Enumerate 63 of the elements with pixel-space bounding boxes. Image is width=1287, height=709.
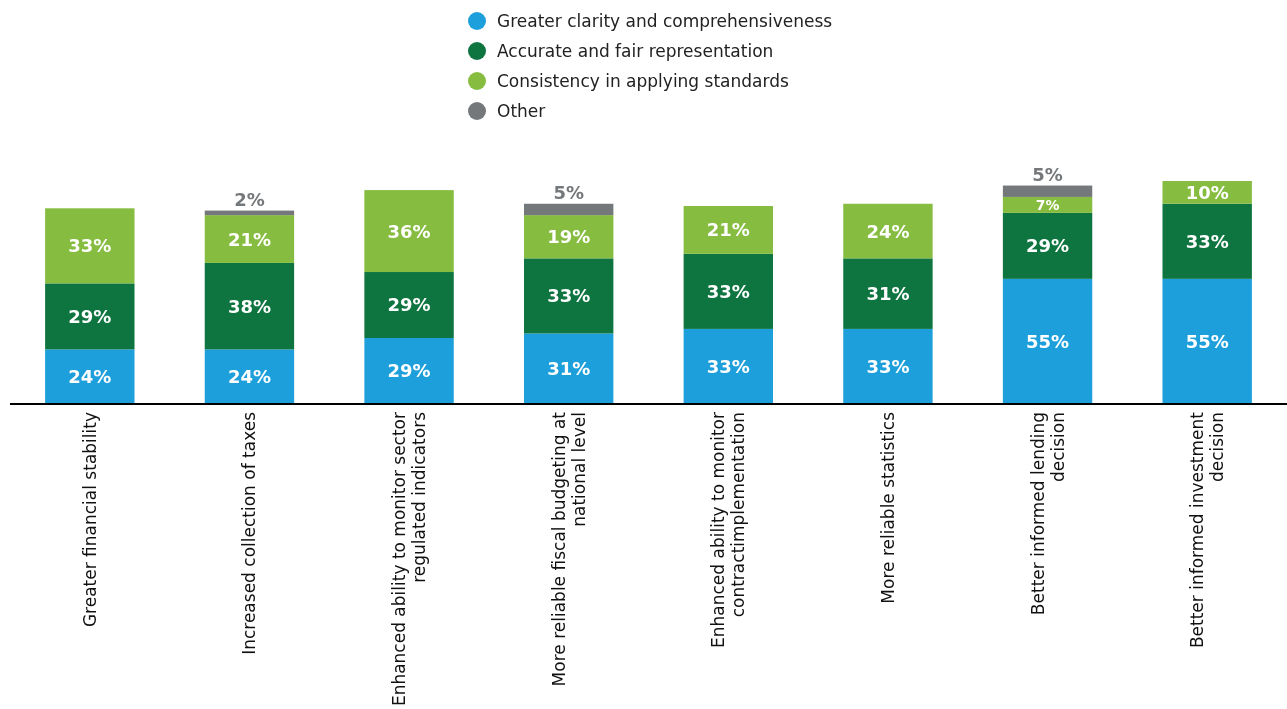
bar — [843, 203, 933, 259]
data-label: 31% — [866, 283, 910, 305]
data-label: 24% — [866, 220, 910, 242]
legend-label: Greater clarity and comprehensiveness — [497, 11, 833, 31]
data-label: 33% — [866, 355, 910, 377]
data-label: 55% — [1026, 330, 1070, 352]
data-label: 24% — [68, 366, 112, 388]
data-label: 21% — [227, 228, 271, 250]
x-tick-label: More reliable statistics — [877, 411, 898, 604]
data-label: 38% — [227, 295, 271, 317]
bar — [523, 203, 614, 216]
bar — [683, 253, 774, 329]
x-tick-label: Better informed lending decision — [1027, 412, 1068, 616]
data-label: 7% — [1035, 196, 1060, 213]
data-label: 5% — [1032, 163, 1063, 185]
data-label: 5% — [553, 181, 584, 203]
data-label: 29% — [387, 294, 431, 316]
data-label: 29% — [1026, 235, 1070, 257]
bar — [45, 208, 135, 284]
bar — [523, 333, 614, 404]
bar — [1002, 278, 1093, 404]
x-tick-label: Enhanced ability to monitor sector regulated indicators — [389, 411, 430, 707]
bar — [364, 190, 454, 273]
bar — [843, 258, 933, 329]
bar — [204, 262, 295, 350]
data-label: 33% — [1185, 230, 1229, 252]
data-label: 19% — [547, 226, 591, 248]
bar — [523, 215, 614, 259]
x-tick-label: Increased collection of taxes — [239, 411, 260, 655]
bar — [523, 258, 614, 334]
bar — [1162, 278, 1252, 404]
bar — [1002, 185, 1093, 197]
bar — [204, 215, 295, 263]
x-tick-label: Greater financial stability — [79, 412, 100, 628]
bar — [843, 328, 933, 404]
bar — [1002, 196, 1093, 213]
bar — [204, 349, 295, 404]
bar — [683, 328, 774, 404]
x-tick-label: Better informed investment decision — [1187, 411, 1228, 649]
data-label: 21% — [706, 219, 750, 241]
bar — [364, 338, 454, 404]
data-label: 55% — [1185, 330, 1229, 352]
data-label: 31% — [547, 358, 591, 380]
data-label: 36% — [387, 220, 431, 242]
bar — [683, 206, 774, 254]
bar — [1002, 212, 1093, 279]
bar — [45, 349, 135, 404]
x-tick-label: More reliable fiscal budgeting at national level — [548, 411, 589, 687]
data-label: 29% — [387, 360, 431, 382]
legend-label: Other — [497, 101, 546, 121]
data-label: 29% — [68, 305, 112, 327]
bar — [45, 283, 135, 350]
data-label: 33% — [547, 285, 591, 307]
data-label: 24% — [227, 366, 271, 388]
data-label: 33% — [706, 355, 750, 377]
legend-label: Accurate and fair representation — [497, 41, 774, 61]
data-label: 33% — [706, 280, 750, 302]
data-label: 33% — [68, 235, 112, 257]
bar — [1162, 203, 1252, 279]
bar — [364, 272, 454, 339]
data-label: 2% — [234, 188, 265, 210]
data-label: 10% — [1185, 181, 1229, 203]
legend-label: Consistency in applying standards — [497, 71, 789, 91]
